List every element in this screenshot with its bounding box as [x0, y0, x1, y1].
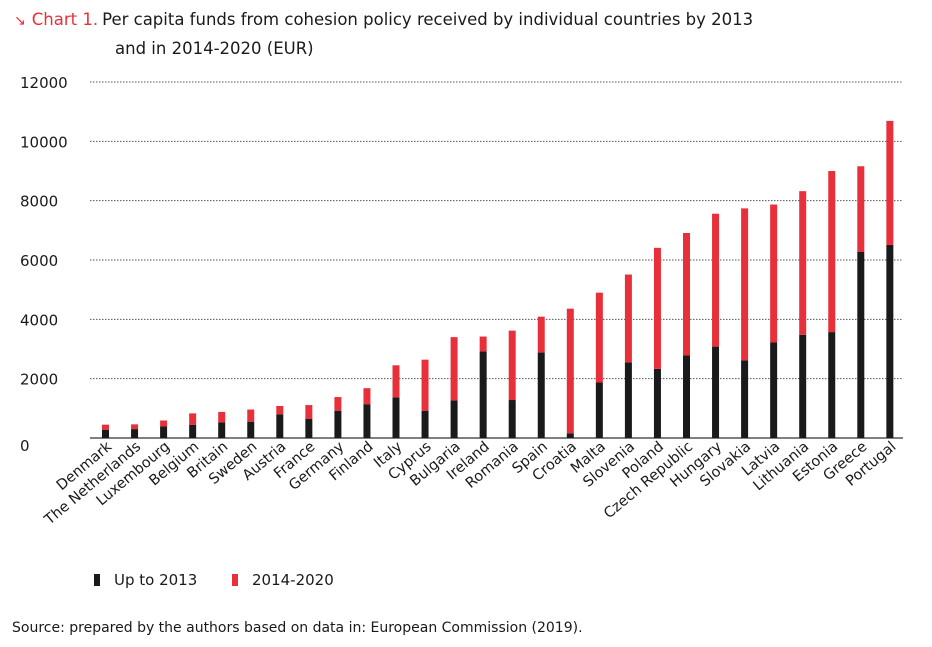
bars: [102, 120, 894, 438]
bar-up-to-2013: [799, 334, 807, 438]
bar-2014-2020: [334, 397, 342, 411]
bar-up-to-2013: [131, 429, 139, 438]
bar-2014-2020: [479, 336, 487, 352]
bar-2014-2020: [886, 120, 894, 245]
bar-up-to-2013: [102, 429, 109, 438]
bar-up-to-2013: [770, 342, 778, 438]
bar-2014-2020: [770, 204, 778, 343]
bar-2014-2020: [450, 337, 458, 401]
bar-2014-2020: [102, 424, 109, 430]
bar-up-to-2013: [537, 352, 545, 438]
bar-up-to-2013: [683, 355, 690, 438]
bar-2014-2020: [683, 233, 690, 356]
y-tick-label: 2000: [20, 371, 58, 389]
bar-2014-2020: [828, 171, 836, 333]
bar-2014-2020: [566, 308, 574, 434]
y-tick-label: 6000: [20, 252, 58, 270]
bar-up-to-2013: [828, 332, 836, 438]
legend-label: Up to 2013: [114, 571, 197, 589]
bar-up-to-2013: [886, 244, 894, 438]
y-tick-label: 0: [20, 437, 30, 455]
bar-up-to-2013: [392, 397, 400, 438]
bar-2014-2020: [653, 247, 661, 369]
bar-2014-2020: [537, 316, 545, 353]
title-line-2: and in 2014-2020 (EUR): [115, 39, 314, 58]
bar-2014-2020: [857, 166, 865, 252]
bar-up-to-2013: [857, 251, 865, 438]
bar-2014-2020: [160, 420, 168, 427]
bar-up-to-2013: [624, 362, 632, 438]
bar-2014-2020: [392, 365, 400, 398]
bar-up-to-2013: [247, 421, 255, 438]
bar-up-to-2013: [218, 422, 226, 438]
gridlines: [90, 81, 903, 439]
y-tick-label: 8000: [20, 193, 58, 211]
bar-up-to-2013: [712, 346, 720, 438]
bar-2014-2020: [595, 292, 603, 383]
title-text-1: Per capita funds from cohesion policy re…: [102, 10, 754, 29]
chart-number-label: Chart 1.: [31, 10, 99, 29]
bar-up-to-2013: [421, 410, 429, 438]
bar-2014-2020: [508, 330, 516, 401]
bar-2014-2020: [131, 424, 139, 430]
bar-up-to-2013: [508, 400, 516, 438]
bar-2014-2020: [218, 411, 226, 423]
bar-2014-2020: [712, 213, 720, 347]
bar-up-to-2013: [160, 426, 168, 438]
bar-up-to-2013: [334, 410, 342, 438]
legend: Up to 2013 2014-2020: [94, 571, 334, 589]
bar-2014-2020: [305, 405, 313, 420]
bar-2014-2020: [741, 208, 749, 361]
bar-2014-2020: [799, 191, 807, 335]
chart-title: ↘ Chart 1. Per capita funds from cohesion …: [14, 6, 914, 62]
bar-up-to-2013: [363, 404, 371, 438]
y-axis: 0 2000 4000 6000 8000 10000 12000: [20, 74, 68, 455]
source-note: Source: prepared by the authors based on…: [12, 620, 583, 636]
bar-up-to-2013: [189, 424, 197, 438]
bar-up-to-2013: [566, 433, 574, 438]
bar-up-to-2013: [741, 360, 749, 438]
bar-up-to-2013: [450, 400, 458, 438]
arrow-down-right-icon: ↘: [14, 13, 26, 29]
y-tick-label: 4000: [20, 311, 58, 329]
bar-2014-2020: [189, 413, 197, 425]
legend-label: 2014-2020: [252, 571, 334, 589]
title-line-1: ↘ Chart 1. Per capita funds from cohesion …: [14, 6, 914, 35]
bar-2014-2020: [363, 388, 371, 405]
bar-2014-2020: [247, 409, 255, 422]
bar-up-to-2013: [276, 414, 284, 438]
bar-up-to-2013: [305, 419, 313, 438]
bar-2014-2020: [421, 359, 429, 411]
legend-swatch: [232, 574, 238, 586]
bar-2014-2020: [276, 405, 284, 415]
y-tick-label: 12000: [20, 74, 68, 92]
legend-swatch: [94, 574, 100, 586]
y-tick-label: 10000: [20, 133, 68, 151]
bar-up-to-2013: [595, 382, 603, 438]
bar-up-to-2013: [653, 368, 661, 438]
bar-up-to-2013: [479, 351, 487, 438]
bar-2014-2020: [624, 274, 632, 363]
